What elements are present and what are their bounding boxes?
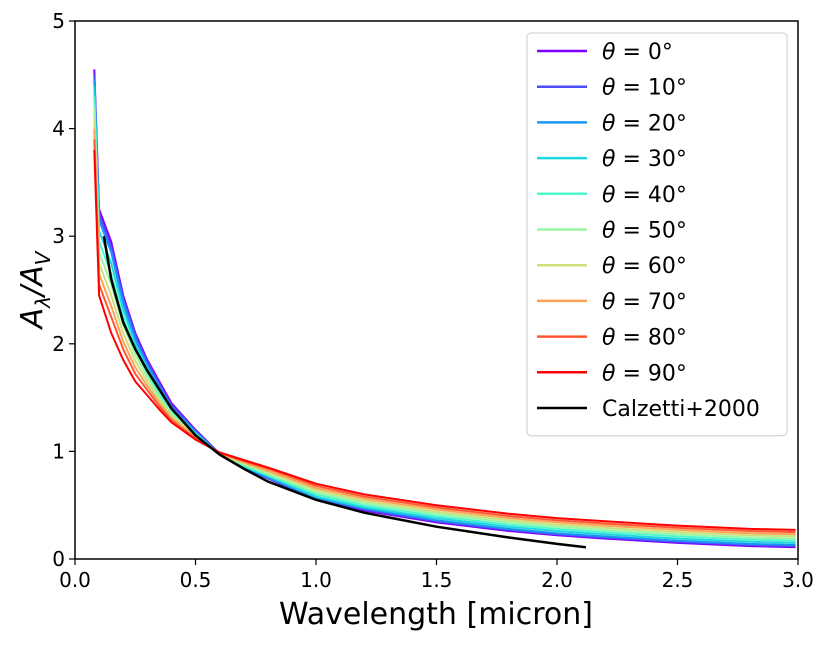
y-axis-label: Aλ/AV — [15, 250, 55, 330]
x-tick-label: 2.0 — [541, 568, 573, 592]
legend-entry-theta-10: θ = 10° — [602, 76, 687, 101]
series-line-theta-80 — [93, 139, 796, 534]
y-label-a: A — [15, 308, 50, 331]
y-tick-label: 5 — [52, 9, 65, 33]
legend-entry-theta-80: θ = 80° — [602, 326, 687, 351]
x-tick-label: 0.0 — [59, 568, 91, 592]
y-tick-label: 0 — [52, 547, 65, 571]
x-tick-label: 1.0 — [300, 568, 332, 592]
legend-entry-theta-90: θ = 90° — [602, 361, 687, 386]
ticks-layer: 0.0 0.5 1.0 1.5 2.0 2.5 3.0 0 1 2 3 4 5 — [52, 9, 814, 592]
legend-entry-theta-40: θ = 40° — [602, 183, 687, 208]
legend-entry-calzetti: Calzetti+2000 — [602, 397, 760, 422]
legend-entry-theta-70: θ = 70° — [602, 290, 687, 315]
series-line-theta-50 — [93, 107, 796, 540]
series-line-theta-30 — [93, 85, 796, 544]
y-tick-label: 1 — [52, 439, 65, 463]
y-label-sub1: λ — [31, 296, 55, 309]
legend-entry-theta-0: θ = 0° — [602, 40, 673, 65]
legend-entry-theta-60: θ = 60° — [602, 254, 687, 279]
x-tick-label: 2.5 — [662, 568, 694, 592]
y-label-slash: /A — [15, 265, 50, 299]
x-tick-label: 0.5 — [180, 568, 212, 592]
calzetti-line — [102, 235, 587, 549]
series-line-theta-70 — [93, 128, 796, 536]
legend-frame — [526, 32, 788, 437]
legend-entry-theta-50: θ = 50° — [602, 219, 687, 244]
y-tick-label: 3 — [52, 224, 65, 248]
legend: θ = 0° θ = 10° θ = 20° θ = 30° θ = 40° θ = 50… — [526, 32, 788, 437]
legend-entry-theta-20: θ = 20° — [602, 111, 687, 136]
series-line-theta-40 — [93, 96, 796, 542]
series-layer — [93, 69, 796, 549]
series-line-theta-90 — [93, 150, 796, 531]
legend-entry-theta-30: θ = 30° — [602, 147, 687, 172]
x-tick-label: 1.5 — [421, 568, 453, 592]
y-tick-label: 2 — [52, 332, 65, 356]
y-label-sub2: V — [31, 250, 55, 265]
x-tick-label: 3.0 — [782, 568, 814, 592]
y-tick-label: 4 — [52, 117, 65, 141]
x-axis-label: Wavelength [micron] — [279, 597, 593, 632]
